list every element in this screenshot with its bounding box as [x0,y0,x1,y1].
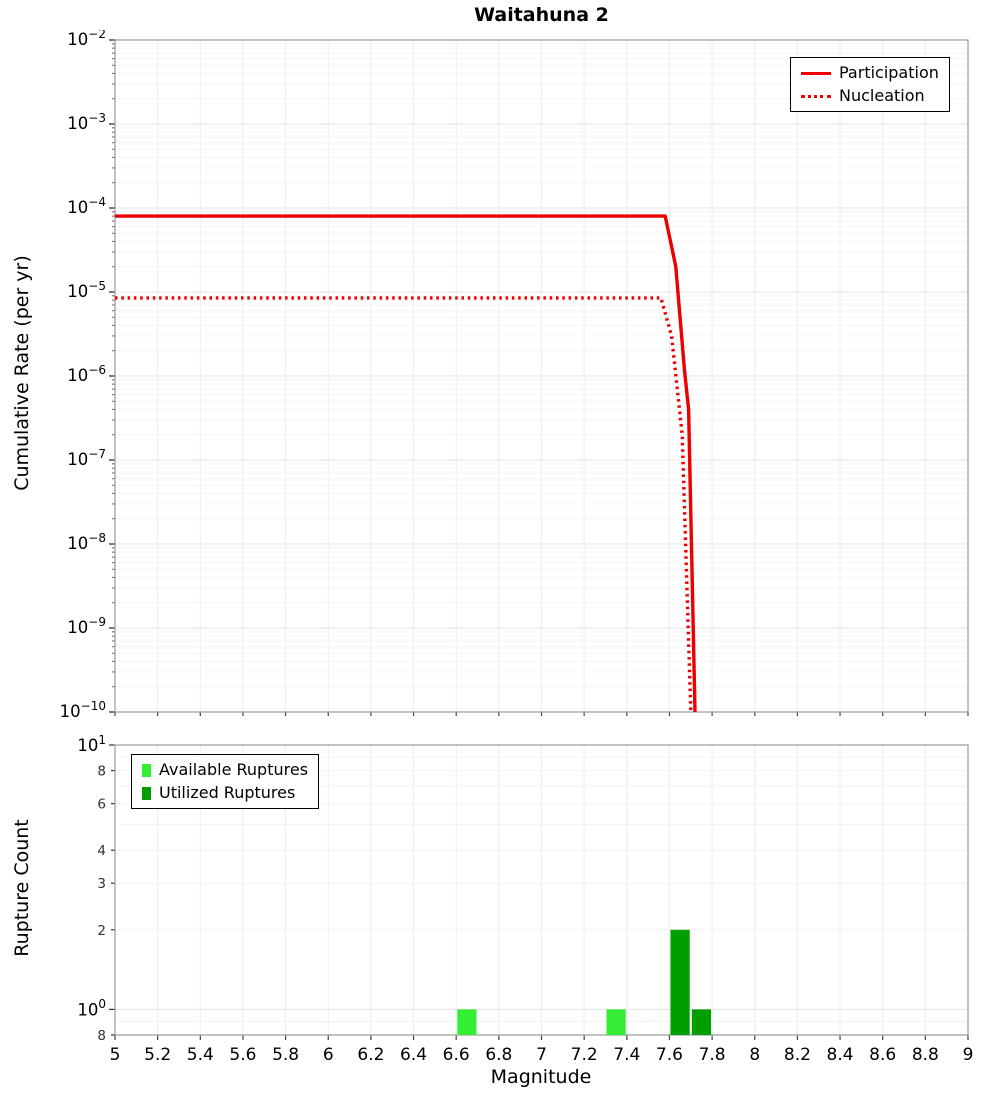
x-tick-label: 6 [323,1045,334,1065]
rate-y-tick-label: 10−2 [67,30,106,49]
rate-y-tick-label: 10−10 [60,699,106,720]
legend-label-participation: Participation [839,63,939,82]
x-tick-label: 8.8 [912,1045,939,1065]
x-tick-label: 6.4 [400,1045,427,1065]
rate-y-tick-label: 10−4 [67,195,106,217]
x-tick-label: 6.8 [485,1045,512,1065]
rate-y-tick-label: 10−8 [67,531,106,553]
count-y-tick-label: 3 [97,876,106,892]
x-axis-title: Magnitude [490,1066,592,1088]
available-bar [606,1009,626,1035]
count-y-tick-label: 6 [97,797,106,813]
rate-y-tick-label: 10−9 [67,615,106,637]
chart-title: Waitahuna 2 [474,4,609,26]
x-tick-label: 8.6 [869,1045,896,1065]
legend-label-nucleation: Nucleation [839,86,925,105]
rate-y-tick-label: 10−3 [67,111,106,133]
rate-y-tick-label: 10−5 [67,279,106,301]
x-tick-label: 7 [536,1045,547,1065]
x-tick-label: 9 [963,1045,974,1065]
legend-item-participation: Participation [801,65,939,81]
nucleation-line [115,296,693,713]
count-legend: Available Ruptures Utilized Ruptures [131,754,320,809]
x-tick-label: 8.4 [827,1045,854,1065]
legend-item-available: Available Ruptures [142,762,308,778]
utilized-bar [691,1009,711,1035]
count-plot-border [114,744,969,1036]
count-y-tick-label: 8 [97,764,106,780]
available-ruptures-swatch [142,763,151,777]
utilized-ruptures-swatch [142,786,151,800]
utilized-bar [670,929,690,1035]
x-tick-label: 6.6 [443,1045,470,1065]
x-tick-label: 5.2 [144,1045,171,1065]
rate-y-tick-label: 10−7 [67,447,106,469]
count-y-tick-label: 8 [97,1028,106,1044]
count-y-tick-label: 100 [77,997,106,1019]
x-tick-label: 7.8 [699,1045,726,1065]
rate-chart-canvas: 10−10 10−9 10−8 10−7 10−6 10−5 10−4 10−3 10−2 [60,30,969,720]
available-bar [457,1009,477,1035]
x-tick-label: 8.2 [784,1045,811,1065]
rate-plot-border [114,39,969,713]
participation-line-sample [801,71,831,75]
x-tick-label: 7.6 [656,1045,683,1065]
x-tick-label: 5 [110,1045,121,1065]
x-tick-label: 5.8 [272,1045,299,1065]
rate-legend: Participation Nucleation [790,57,950,112]
participation-line [115,214,697,713]
x-tick-label: 7.4 [613,1045,640,1065]
count-chart-canvas: 5 5.2 5.4 5.6 5.8 6 6.2 6.4 6.6 6.8 7 7.2 7.4 7.6 7.8 8… [77,733,974,1065]
nucleation-line-sample [801,94,831,98]
x-tick-label: 8 [749,1045,760,1065]
count-y-tick-label: 101 [77,733,106,755]
count-y-tick-label: 4 [97,843,106,859]
legend-label-utilized: Utilized Ruptures [159,783,296,802]
legend-item-utilized: Utilized Ruptures [142,785,308,801]
legend-item-nucleation: Nucleation [801,88,939,104]
x-tick-label: 6.2 [357,1045,384,1065]
x-tick-label: 5.6 [229,1045,256,1065]
rate-y-tick-label: 10−6 [67,363,106,385]
x-tick-label: 5.4 [187,1045,214,1065]
x-tick-label: 7.2 [571,1045,598,1065]
legend-label-available: Available Ruptures [159,760,309,779]
count-y-tick-label: 2 [97,923,106,939]
